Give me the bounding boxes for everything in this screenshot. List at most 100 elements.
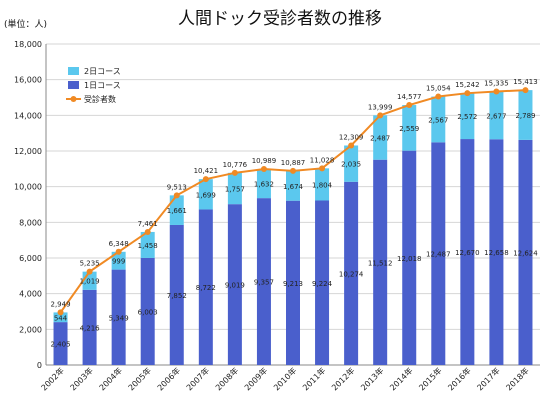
data-label-1day: 12,018 <box>397 255 422 263</box>
bar-1day <box>227 204 242 365</box>
bar-2day <box>373 115 388 160</box>
line-point <box>493 88 500 95</box>
x-tick-label: 2006年 <box>155 365 182 392</box>
bar-2day <box>460 93 475 140</box>
bar-1day <box>402 150 417 365</box>
bar-1day <box>286 200 300 365</box>
data-label-total: 15,335 <box>484 80 509 88</box>
data-label-1day: 12,658 <box>484 249 509 257</box>
data-label-2day: 2,487 <box>370 135 390 143</box>
bar-1day <box>431 142 446 365</box>
x-tick-label: 2010年 <box>271 365 298 392</box>
data-label-total: 15,242 <box>455 81 480 89</box>
line-point <box>377 112 384 119</box>
x-tick-label: 2012年 <box>329 365 356 392</box>
data-label-1day: 8,722 <box>196 284 216 292</box>
x-tick-label: 2011年 <box>300 365 327 392</box>
data-label-2day: 544 <box>54 314 68 322</box>
bar-1day <box>198 209 213 365</box>
y-tick-label: 16,000 <box>14 76 42 85</box>
line-point <box>260 166 267 173</box>
bar-2day <box>111 251 126 270</box>
y-tick-label: 12,000 <box>14 147 42 156</box>
x-tick-label: 2014年 <box>388 365 415 392</box>
line-point <box>57 309 64 316</box>
x-tick-label: 2004年 <box>97 365 124 392</box>
data-label-2day: 1,632 <box>254 181 274 189</box>
bar-1day <box>315 200 330 365</box>
bar-2day <box>489 91 504 140</box>
bar-1day <box>140 257 155 365</box>
bar-1day <box>169 224 184 365</box>
y-tick-label: 14,000 <box>14 111 42 120</box>
line-point <box>406 102 413 109</box>
bar-1day <box>344 181 359 365</box>
x-tick-label: 2016年 <box>446 365 473 392</box>
x-tick-label: 2018年 <box>504 365 531 392</box>
line-point <box>144 228 151 235</box>
x-tick-label: 2013年 <box>358 365 385 392</box>
line-point <box>202 176 209 183</box>
data-label-total: 10,421 <box>194 167 219 175</box>
line-point <box>115 248 122 255</box>
data-label-2day: 1,661 <box>167 207 187 215</box>
data-label-2day: 1,757 <box>225 185 245 193</box>
line-point <box>290 167 296 174</box>
data-label-total: 5,235 <box>80 260 100 268</box>
line-point <box>319 165 326 172</box>
bar-1day <box>53 322 68 365</box>
data-label-2day: 2,567 <box>428 116 448 124</box>
data-label-total: 14,577 <box>397 93 422 101</box>
data-label-2day: 1,804 <box>312 181 333 189</box>
data-label-total: 11,028 <box>310 156 335 164</box>
line-point <box>522 87 529 94</box>
y-tick-label: 4,000 <box>19 290 42 299</box>
legend-marker-total <box>70 96 77 102</box>
line-point <box>348 142 355 149</box>
bar-1day <box>489 139 504 365</box>
y-tick-label: 2,000 <box>19 325 42 334</box>
x-tick-label: 2009年 <box>242 365 269 392</box>
x-tick-label: 2005年 <box>126 365 153 392</box>
x-tick-label: 2008年 <box>213 365 240 392</box>
unit-label: (単位：人) <box>4 20 48 30</box>
data-label-1day: 2,405 <box>51 341 71 349</box>
y-tick-label: 10,000 <box>14 183 42 192</box>
data-label-1day: 11,512 <box>368 259 393 267</box>
y-tick-label: 18,000 <box>14 40 42 49</box>
bar-2day <box>431 96 446 143</box>
data-label-total: 2,949 <box>51 300 71 308</box>
data-label-total: 15,054 <box>426 85 451 93</box>
data-label-1day: 5,349 <box>109 314 129 322</box>
data-label-2day: 1,699 <box>196 191 216 199</box>
bar-1day <box>518 139 533 365</box>
data-label-2day: 2,677 <box>486 112 506 120</box>
data-label-1day: 7,852 <box>167 292 187 300</box>
data-label-2day: 1,674 <box>283 183 304 191</box>
bar-2day <box>140 231 155 258</box>
bar-2day <box>198 179 213 210</box>
bar-1day <box>460 139 475 365</box>
x-tick-label: 2002年 <box>39 365 66 392</box>
bar-2day <box>518 90 533 140</box>
data-label-1day: 9,213 <box>283 280 303 288</box>
bar-2day <box>256 169 271 199</box>
data-label-1day: 12,487 <box>426 251 451 259</box>
x-tick-label: 2015年 <box>417 365 444 392</box>
line-point <box>86 268 93 275</box>
data-label-total: 7,461 <box>138 220 158 228</box>
line-point <box>173 192 180 199</box>
bar-1day <box>82 289 97 365</box>
bar-2day <box>227 172 242 205</box>
data-label-2day: 1,458 <box>138 242 158 250</box>
x-tick-label: 2007年 <box>184 365 211 392</box>
data-label-1day: 9,019 <box>225 282 245 290</box>
data-label-2day: 2,572 <box>457 113 477 121</box>
data-label-1day: 4,216 <box>80 324 101 332</box>
bar-1day <box>373 159 388 365</box>
x-tick-label: 2003年 <box>68 365 95 392</box>
bar-2day <box>169 195 184 225</box>
data-label-2day: 1,019 <box>80 278 100 286</box>
bar-2day <box>286 170 300 201</box>
